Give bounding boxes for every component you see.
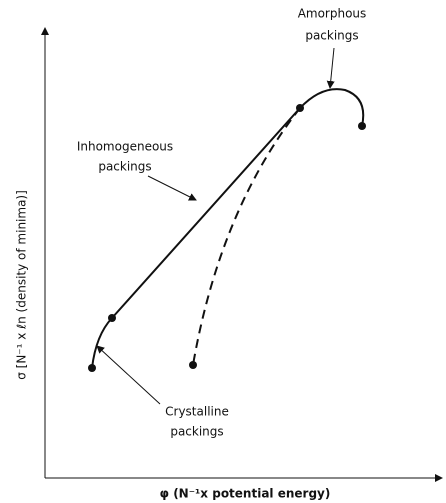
point	[108, 314, 116, 322]
solid-curve	[91, 88, 365, 369]
pointer	[147, 175, 197, 201]
point	[296, 104, 304, 112]
annotation: packings	[98, 160, 151, 174]
annotation: Amorphous	[298, 7, 367, 21]
annotation: Crystalline	[165, 405, 229, 419]
pointer	[326, 47, 335, 89]
point	[358, 122, 366, 130]
point	[88, 364, 96, 372]
y-axis-label: σ [N⁻¹ x ℓn (density of minima)]	[15, 190, 29, 380]
point	[189, 361, 197, 369]
x-axis-label: φ (N⁻¹x potential energy)	[160, 487, 331, 501]
pointer	[96, 345, 161, 405]
annotation: packings	[305, 29, 358, 43]
points	[88, 104, 366, 372]
annotation: Inhomogeneous	[77, 140, 173, 154]
dashed-curve	[192, 107, 301, 366]
annotation: packings	[170, 425, 223, 439]
